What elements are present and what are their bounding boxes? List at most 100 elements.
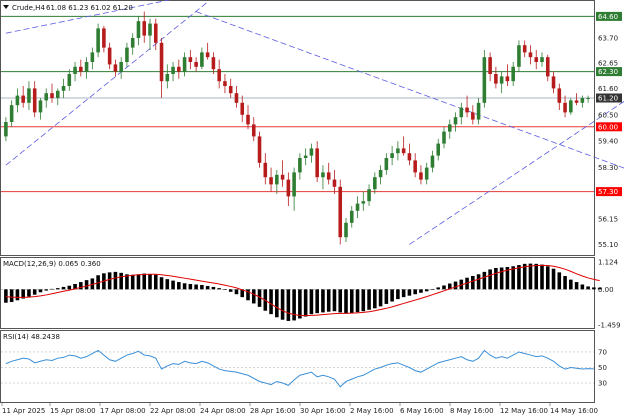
candle-body [79, 66, 83, 72]
candle-body [488, 57, 492, 74]
candle-body [303, 155, 308, 158]
macd-bar [113, 271, 118, 290]
macd-bar [153, 274, 158, 290]
macd-bar [4, 289, 8, 303]
trend-line [195, 11, 624, 169]
candle-body [182, 57, 187, 72]
candle-body [280, 174, 285, 180]
macd-bar [447, 283, 452, 290]
macd-bar [332, 289, 337, 312]
candle-body [107, 47, 112, 65]
candle-body [269, 177, 273, 185]
candle-body [499, 76, 504, 84]
candle-body [563, 102, 567, 113]
macd-bar [130, 274, 135, 290]
trend-line [409, 100, 624, 245]
candle-body [73, 66, 77, 74]
macd-bar [298, 289, 302, 319]
macd-bar [407, 289, 412, 296]
time-axis: 11 Apr 2025 15 Apr 08:00 17 Apr 08:00 22 Ap… [1, 403, 598, 415]
rsi-panel-frame [0, 330, 595, 403]
candle-body [401, 148, 406, 154]
candle-body [373, 177, 377, 190]
candle-body [534, 57, 539, 62]
candle-body [292, 172, 296, 197]
macd-bar [142, 273, 147, 290]
macd-bar [148, 274, 152, 290]
rsi-line [5, 349, 594, 388]
candle-body [96, 28, 100, 53]
candle-body [142, 21, 147, 36]
candle-body [511, 66, 515, 82]
macd-bar [303, 289, 308, 317]
candle-body [315, 148, 319, 178]
candle-body [153, 23, 158, 43]
macd-bar [413, 289, 417, 295]
macd-bar [286, 289, 291, 321]
macd-bar [240, 289, 245, 298]
time-tick-label: 17 Apr 08:00 [100, 407, 146, 415]
candle-body [263, 162, 268, 178]
candle-body [61, 86, 66, 91]
macd-bar [246, 289, 250, 301]
macd-bar [44, 289, 49, 291]
macd-bar [419, 289, 423, 293]
candle-body [551, 76, 556, 89]
macd-series [1, 263, 602, 321]
candle-body [55, 90, 60, 98]
macd-bar [453, 281, 458, 290]
rsi-title: RSI(14) 48.2438 [3, 333, 60, 341]
ohlc-readout: 61.08 61.23 61.02 61.20 [46, 4, 133, 12]
symbol-header[interactable]: Crude,H4 61.08 61.23 61.02 61.20 [3, 4, 133, 12]
time-tick-label: 2 May 16:00 [350, 407, 394, 415]
macd-bar [326, 289, 331, 312]
macd-bar [580, 284, 585, 290]
macd-bar [269, 289, 273, 315]
macd-bar [586, 286, 590, 290]
time-tick-label: 22 Apr 08:00 [150, 407, 196, 415]
time-tick-label: 12 May 16:00 [500, 407, 548, 415]
candle-body [165, 74, 170, 82]
macd-bar [367, 289, 371, 310]
candle-body [378, 170, 383, 178]
macd-bar [557, 272, 562, 290]
candle-body [338, 186, 343, 238]
macd-bar [228, 289, 233, 292]
candle-body [148, 23, 152, 36]
macd-bar [569, 279, 573, 290]
candle-body [419, 172, 423, 180]
macd-tick-label: 1.124 [598, 259, 619, 267]
macd-bar [511, 266, 515, 290]
price-tick-label: 61.60 [598, 85, 618, 93]
macd-tick-label: -1.459 [598, 321, 621, 329]
price-tick-label: 58.30 [598, 164, 618, 172]
macd-bar [79, 282, 83, 290]
macd-bar [84, 280, 89, 290]
candle-body [447, 124, 452, 132]
candle-body [188, 57, 193, 62]
macd-bar [355, 289, 360, 313]
candle-body [459, 107, 464, 118]
triangle-down-icon[interactable] [3, 5, 9, 9]
macd-bar [534, 263, 539, 290]
symbol-label: Crude,H4 [12, 4, 45, 12]
candle-body [436, 143, 441, 156]
macd-bar [505, 267, 510, 290]
candle-body [494, 74, 498, 84]
time-tick-label: 11 Apr 2025 [2, 407, 45, 415]
macd-bar [373, 289, 377, 309]
macd-bar [211, 286, 216, 290]
candle-body [574, 100, 579, 103]
macd-bar [321, 289, 325, 313]
candle-body [309, 148, 314, 156]
candle-body [471, 112, 475, 120]
candle-body [349, 210, 354, 223]
candle-body [90, 52, 95, 62]
candle-body [557, 88, 562, 103]
candle-body [569, 100, 573, 113]
candle-body [67, 74, 72, 86]
candle-body [159, 42, 164, 82]
candle-body [211, 57, 216, 70]
